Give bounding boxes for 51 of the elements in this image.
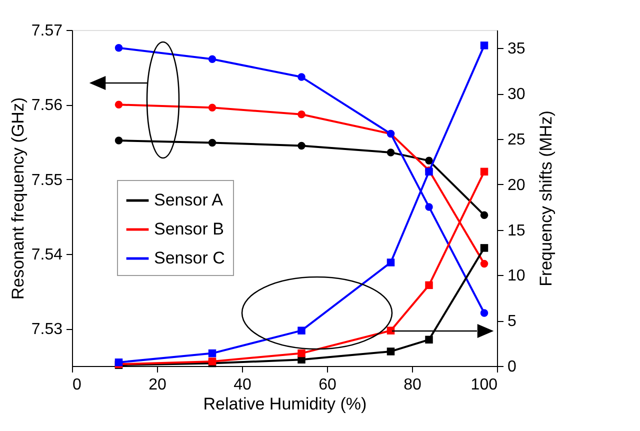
- point: [208, 55, 216, 63]
- y2-tick-label: 20: [508, 176, 526, 194]
- y2-tick-label: 25: [508, 131, 526, 148]
- x-axis-title: Relative Humidity (%): [203, 394, 367, 414]
- legend-label: Sensor C: [154, 248, 225, 268]
- point: [208, 104, 216, 112]
- x-tick-label: 40: [234, 376, 252, 394]
- point: [298, 349, 306, 358]
- y-tick-label: 7.56: [31, 97, 63, 114]
- point: [114, 44, 123, 52]
- y2-tick-label: 15: [508, 222, 526, 240]
- point: [425, 156, 433, 165]
- point: [386, 326, 395, 334]
- point: [298, 110, 306, 118]
- x-tick-label: 80: [404, 376, 422, 394]
- y2-tick-label: 10: [508, 268, 526, 285]
- point: [480, 260, 488, 268]
- y-axis-title: Resonant frequency (GHz): [8, 97, 28, 300]
- point: [480, 211, 488, 220]
- point: [480, 244, 488, 252]
- point: [425, 203, 433, 211]
- point: [386, 148, 395, 156]
- y2-tick-label: 35: [508, 40, 526, 58]
- y-tick-label: 7.53: [31, 321, 63, 338]
- point: [480, 309, 488, 317]
- point: [208, 138, 216, 147]
- point: [298, 142, 306, 150]
- x-tick-label: 100: [470, 376, 498, 394]
- x-tick-label: 20: [148, 376, 166, 394]
- y2-tick-label: 30: [508, 86, 526, 104]
- point: [425, 281, 433, 290]
- point: [480, 42, 488, 50]
- point: [386, 348, 395, 356]
- point: [208, 349, 216, 358]
- legend-label: Sensor B: [154, 220, 224, 238]
- point: [298, 326, 306, 334]
- point: [480, 168, 488, 176]
- point: [114, 100, 123, 109]
- y-tick-label: 7.54: [31, 246, 63, 264]
- legend-label: Sensor A: [154, 190, 224, 210]
- point: [386, 258, 395, 266]
- point: [114, 136, 123, 144]
- y2-tick-label: 5: [508, 313, 516, 330]
- x-tick-label: 0: [72, 376, 82, 394]
- point: [298, 73, 306, 81]
- y2-tick-label: 0: [508, 358, 516, 376]
- x-tick-label: 60: [318, 376, 336, 394]
- y-tick-label: 7.57: [31, 22, 63, 40]
- y-tick-label: 7.55: [31, 172, 63, 189]
- point: [425, 336, 433, 344]
- y2-axis-title: Frequency shifts (MHz): [536, 110, 556, 286]
